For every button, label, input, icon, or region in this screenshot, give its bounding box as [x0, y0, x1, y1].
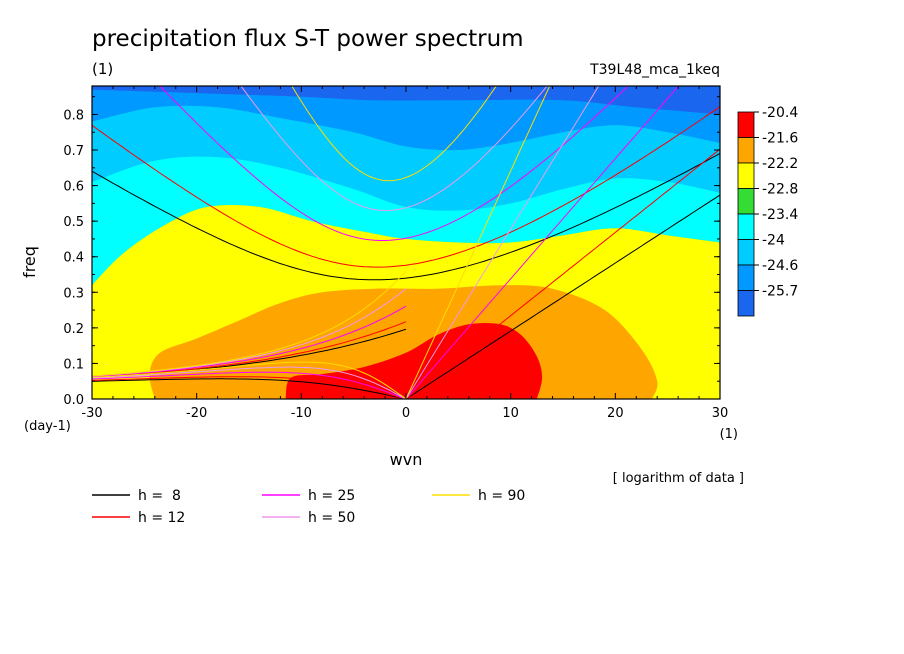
curve-h8-ig1: [92, 152, 720, 281]
y-axis-label: freq: [20, 246, 39, 278]
curve-h25-kelvin: [405, 86, 680, 399]
x-axis-label: wvn: [390, 450, 423, 469]
colorbar-label: -24.6: [762, 258, 798, 274]
colorbar-label: -23.4: [762, 207, 798, 223]
curve-h90-mrg: [92, 270, 407, 377]
colorbar-swatch: [737, 162, 755, 189]
legend-label: h = 8: [138, 488, 181, 504]
curve-h90-ig1: [291, 86, 497, 182]
x-tick-label: 0: [402, 406, 410, 421]
curve-h12-kelvin: [405, 148, 720, 399]
log-note: [ logarithm of data ]: [613, 471, 744, 486]
dispersion-legend: h = 8 h = 12 h = 25 h = 50 h = 90: [92, 488, 525, 526]
curve-h50-kelvin: [405, 86, 600, 399]
legend-label: h = 50: [308, 510, 355, 526]
units-label: (1): [92, 60, 113, 78]
plot-area: -30 -20 -10 0 10 20 30 0.0 0.1 0.2 0.3 0.4 0.5 0.6 0.7…: [63, 85, 728, 421]
x-tick-label: 10: [502, 406, 519, 421]
colorbar-swatch: [737, 137, 755, 164]
y-tick-label: 0.7: [63, 144, 84, 159]
y-tick-label: 0.1: [63, 357, 84, 372]
y-tick-label: 0.6: [63, 180, 84, 195]
legend-label: h = 25: [308, 488, 355, 504]
colorbar-label: -20.4: [762, 105, 798, 121]
legend-label: h = 90: [478, 488, 525, 504]
colorbar-label: -25.7: [762, 284, 798, 300]
curve-h8-er1: [92, 378, 407, 399]
colorbar-label: -22.8: [762, 182, 798, 198]
colorbar-swatch: [737, 213, 755, 240]
curve-h50-ig1: [240, 86, 548, 212]
run-label: T39L48_mca_1keq: [589, 62, 720, 78]
curve-h90-er1: [92, 361, 407, 399]
y-tick-label: 0.0: [63, 393, 84, 408]
curve-h8-kelvin: [405, 194, 720, 399]
axes: -30 -20 -10 0 10 20 30 0.0 0.1 0.2 0.3 0.4 0.5 0.6 0.7…: [63, 86, 728, 421]
x-tick-label: 30: [712, 406, 729, 421]
y-tick-label: 0.2: [63, 322, 84, 337]
x-tick-label: -20: [186, 406, 207, 421]
colorbar-swatch: [737, 239, 755, 266]
colorbar-label: -24: [762, 233, 785, 249]
y-tick-label: 0.8: [63, 108, 84, 123]
dispersion-curves: [92, 86, 720, 399]
curve-h12-mrg: [92, 321, 407, 378]
y-unit-label: (day-1): [24, 419, 71, 434]
curve-h25-mrg: [92, 305, 407, 377]
colorbar-swatch: [737, 188, 755, 215]
colorbar: -20.4 -21.6 -22.2 -22.8 -23.4 -24 -24.6 -25.7: [737, 105, 798, 317]
colorbar-label: -22.2: [762, 156, 798, 172]
contour-fills: [92, 86, 720, 399]
curve-h12-er1: [92, 376, 407, 399]
curve-h25-ig1: [159, 86, 629, 241]
x-tick-label: -30: [81, 406, 102, 421]
colorbar-swatch: [737, 264, 755, 291]
x-tick-label: -10: [291, 406, 312, 421]
curve-h25-er1: [92, 371, 407, 399]
chart-title: precipitation flux S-T power spectrum: [92, 26, 524, 52]
y-tick-label: 0.3: [63, 286, 84, 301]
curve-h12-ig1: [92, 106, 720, 268]
y-tick-label: 0.5: [63, 215, 84, 230]
legend-label: h = 12: [138, 510, 185, 526]
x-unit-label: (1): [720, 427, 738, 442]
x-tick-label: 20: [607, 406, 624, 421]
curve-h50-er1: [92, 366, 407, 399]
colorbar-label: -21.6: [762, 131, 798, 147]
y-tick-label: 0.4: [63, 251, 84, 266]
curve-h90-kelvin: [405, 86, 551, 399]
colorbar-swatch: [737, 290, 755, 317]
colorbar-swatch: [737, 111, 755, 138]
